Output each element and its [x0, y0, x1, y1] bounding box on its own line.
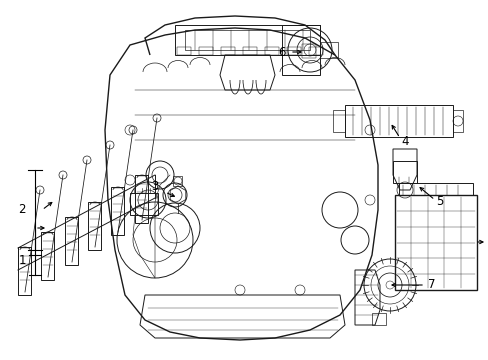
Bar: [302, 44, 315, 58]
Bar: [264, 47, 279, 55]
Text: 2: 2: [18, 203, 26, 216]
Bar: [282, 25, 319, 75]
Text: 6: 6: [278, 45, 285, 58]
Bar: [308, 47, 323, 55]
Bar: [319, 42, 337, 58]
Bar: [199, 47, 213, 55]
Bar: [286, 47, 301, 55]
Bar: [221, 47, 235, 55]
Text: 4: 4: [401, 135, 408, 148]
Bar: [243, 47, 257, 55]
Bar: [41, 232, 54, 280]
Bar: [177, 47, 191, 55]
Bar: [371, 313, 385, 325]
Bar: [345, 105, 452, 137]
Bar: [111, 187, 124, 235]
Text: 8: 8: [487, 235, 488, 248]
Text: 3: 3: [151, 180, 159, 193]
Text: 7: 7: [427, 279, 435, 292]
Text: 1: 1: [18, 253, 26, 266]
Bar: [88, 202, 101, 250]
Bar: [65, 217, 78, 265]
Bar: [392, 161, 416, 183]
Bar: [173, 176, 182, 186]
Bar: [398, 183, 472, 195]
Bar: [135, 175, 148, 223]
Bar: [394, 195, 476, 290]
Bar: [130, 193, 158, 215]
Bar: [18, 247, 31, 295]
Text: 5: 5: [435, 195, 443, 208]
